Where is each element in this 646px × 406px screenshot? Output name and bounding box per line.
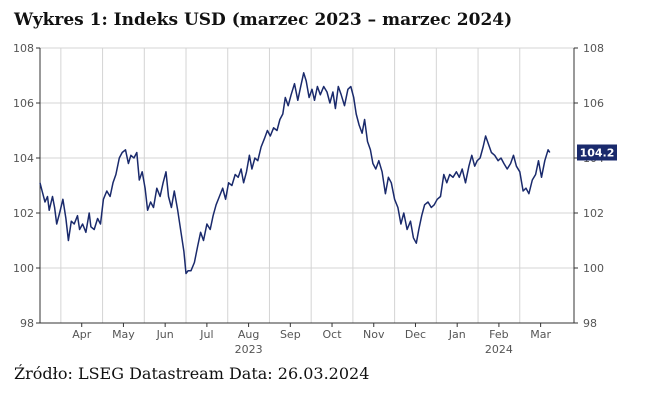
y-tick-label-left: 104 xyxy=(13,152,34,165)
month-label: Aug xyxy=(238,328,259,341)
series-layer xyxy=(39,72,551,275)
month-label: Jun xyxy=(156,328,174,341)
y-tick-label-left: 98 xyxy=(20,317,34,330)
source-note: Źródło: LSEG Datastream Data: 26.03.2024 xyxy=(14,364,370,383)
year-label: 2024 xyxy=(485,343,513,356)
series-line-usd-index xyxy=(39,72,551,275)
month-label: Nov xyxy=(363,328,385,341)
month-label: Jan xyxy=(448,328,466,341)
y-tick-label-right: 108 xyxy=(583,42,604,55)
month-label: Feb xyxy=(489,328,508,341)
year-label: 2023 xyxy=(235,343,263,356)
month-label: May xyxy=(112,328,135,341)
month-label: Oct xyxy=(323,328,343,341)
month-label: Mar xyxy=(530,328,551,341)
y-tick-label-right: 100 xyxy=(583,262,604,275)
last-value-label: 104.2 xyxy=(580,147,615,160)
month-label: Jul xyxy=(199,328,213,341)
y-tick-label-left: 106 xyxy=(13,97,34,110)
month-label: Dec xyxy=(405,328,426,341)
y-tick-label-left: 100 xyxy=(13,262,34,275)
y-tick-label-left: 108 xyxy=(13,42,34,55)
y-tick-label-right: 98 xyxy=(583,317,597,330)
month-label: Apr xyxy=(72,328,92,341)
chart-title: Wykres 1: Indeks USD (marzec 2023 – marz… xyxy=(14,10,513,30)
usd-index-chart: 9898100100102102104104106106108108AprMay… xyxy=(13,42,617,356)
month-label: Sep xyxy=(280,328,301,341)
y-tick-label-left: 102 xyxy=(13,207,34,220)
y-tick-label-right: 106 xyxy=(583,97,604,110)
last-value-box xyxy=(577,144,617,161)
y-tick-label-right: 102 xyxy=(583,207,604,220)
tick-labels: 9898100100102102104104106106108108AprMay… xyxy=(13,42,617,356)
